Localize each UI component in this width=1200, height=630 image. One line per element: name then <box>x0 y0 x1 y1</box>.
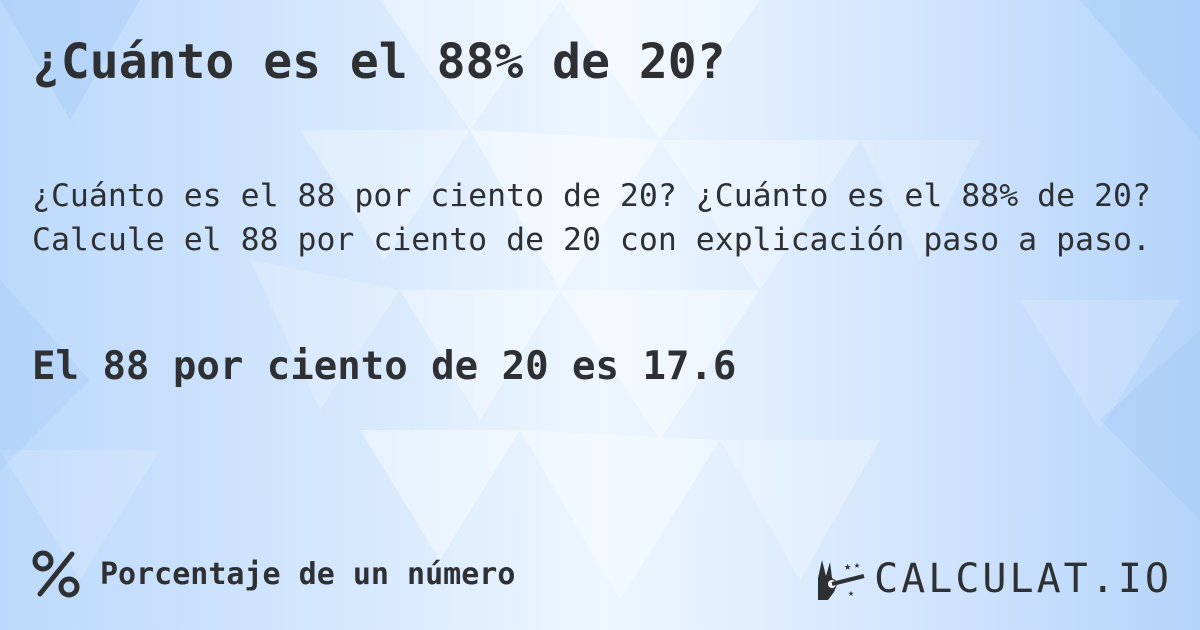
footer-category: Porcentaje de un número <box>30 548 515 600</box>
calculat-io-logo: ★ ★ ★ CALCULAT.IO <box>814 556 1172 602</box>
svg-text:★: ★ <box>844 559 851 573</box>
page-title: ¿Cuánto es el 88% de 20? <box>32 34 726 90</box>
description-line-2: Calcule el 88 por ciento de 20 con expli… <box>32 222 1151 258</box>
result-text: El 88 por ciento de 20 es 17.6 <box>32 344 737 389</box>
logo-text: CALCULAT.IO <box>874 556 1172 602</box>
svg-text:★: ★ <box>848 588 854 599</box>
percent-icon <box>32 550 80 598</box>
footer-label: Porcentaje de un número <box>100 556 516 592</box>
description-line-1: ¿Cuánto es el 88 por ciento de 20? ¿Cuán… <box>32 178 1151 214</box>
description: ¿Cuánto es el 88 por ciento de 20? ¿Cuán… <box>32 174 1151 262</box>
svg-text:★: ★ <box>854 560 860 571</box>
magic-hand-icon: ★ ★ ★ <box>818 559 865 600</box>
